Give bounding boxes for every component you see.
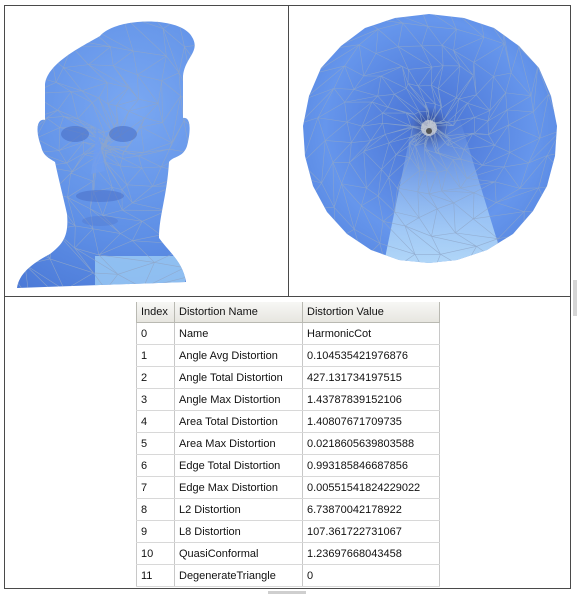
table-row[interactable]: 0 Name HarmonicCot [136, 322, 440, 345]
table-row[interactable]: 9 L8 Distortion 107.361722731067 [136, 520, 440, 543]
cell-value[interactable]: HarmonicCot [302, 322, 440, 345]
cell-name[interactable]: Angle Max Distortion [174, 388, 303, 411]
cell-index[interactable]: 4 [136, 410, 175, 433]
cell-value[interactable]: 427.131734197515 [302, 366, 440, 389]
cell-name[interactable]: QuasiConformal [174, 542, 303, 565]
cell-name[interactable]: Area Total Distortion [174, 410, 303, 433]
table-row[interactable]: 3 Angle Max Distortion 1.43787839152106 [136, 388, 440, 411]
cell-index[interactable]: 2 [136, 366, 175, 389]
table-row[interactable]: 10 QuasiConformal 1.23697668043458 [136, 542, 440, 565]
cell-name[interactable]: DegenerateTriangle [174, 564, 303, 587]
table-row[interactable]: 5 Area Max Distortion 0.0218605639803588 [136, 432, 440, 455]
cell-index[interactable]: 11 [136, 564, 175, 587]
cell-value[interactable]: 0.104535421976876 [302, 344, 440, 367]
cell-value[interactable]: 0 [302, 564, 440, 587]
table-row[interactable]: 11 DegenerateTriangle 0 [136, 564, 440, 587]
distortion-table: Index Distortion Name Distortion Value 0… [136, 302, 440, 587]
cell-name[interactable]: Angle Total Distortion [174, 366, 303, 389]
header-index[interactable]: Index [136, 302, 175, 323]
cell-name[interactable]: Edge Max Distortion [174, 476, 303, 499]
cell-value[interactable]: 0.00551541824229022 [302, 476, 440, 499]
cell-value[interactable]: 1.43787839152106 [302, 388, 440, 411]
head-mesh-render [17, 21, 195, 289]
cell-index[interactable]: 1 [136, 344, 175, 367]
cell-value[interactable]: 1.23697668043458 [302, 542, 440, 565]
panel-divider-vertical [288, 5, 289, 297]
cell-name[interactable]: Area Max Distortion [174, 432, 303, 455]
cell-value[interactable]: 0.0218605639803588 [302, 432, 440, 455]
table-row[interactable]: 4 Area Total Distortion 1.40807671709735 [136, 410, 440, 433]
header-distortion-value[interactable]: Distortion Value [302, 302, 440, 323]
table-row[interactable]: 8 L2 Distortion 6.73870042178922 [136, 498, 440, 521]
cell-index[interactable]: 3 [136, 388, 175, 411]
cell-name[interactable]: Edge Total Distortion [174, 454, 303, 477]
cell-name[interactable]: L8 Distortion [174, 520, 303, 543]
cell-value[interactable]: 1.40807671709735 [302, 410, 440, 433]
table-header-row: Index Distortion Name Distortion Value [136, 302, 440, 323]
cell-name[interactable]: Name [174, 322, 303, 345]
cell-index[interactable]: 5 [136, 432, 175, 455]
table-row[interactable]: 6 Edge Total Distortion 0.993185846687856 [136, 454, 440, 477]
cell-name[interactable]: L2 Distortion [174, 498, 303, 521]
cell-index[interactable]: 8 [136, 498, 175, 521]
table-row[interactable]: 7 Edge Max Distortion 0.00551541824229022 [136, 476, 440, 499]
cell-index[interactable]: 0 [136, 322, 175, 345]
cell-value[interactable]: 107.361722731067 [302, 520, 440, 543]
flattened-disk-render [303, 14, 557, 263]
parameterization-2d-view[interactable] [289, 6, 570, 296]
table-row[interactable]: 1 Angle Avg Distortion 0.104535421976876 [136, 344, 440, 367]
cell-value[interactable]: 6.73870042178922 [302, 498, 440, 521]
vertical-splitter-handle[interactable] [573, 280, 577, 316]
cell-index[interactable]: 9 [136, 520, 175, 543]
mesh-3d-view[interactable] [5, 6, 288, 296]
cell-index[interactable]: 6 [136, 454, 175, 477]
cell-value[interactable]: 0.993185846687856 [302, 454, 440, 477]
cell-name[interactable]: Angle Avg Distortion [174, 344, 303, 367]
panel-divider-horizontal [4, 296, 571, 297]
table-row[interactable]: 2 Angle Total Distortion 427.131734197515 [136, 366, 440, 389]
horizontal-splitter-handle[interactable] [268, 591, 306, 594]
cell-index[interactable]: 7 [136, 476, 175, 499]
header-distortion-name[interactable]: Distortion Name [174, 302, 303, 323]
cell-index[interactable]: 10 [136, 542, 175, 565]
